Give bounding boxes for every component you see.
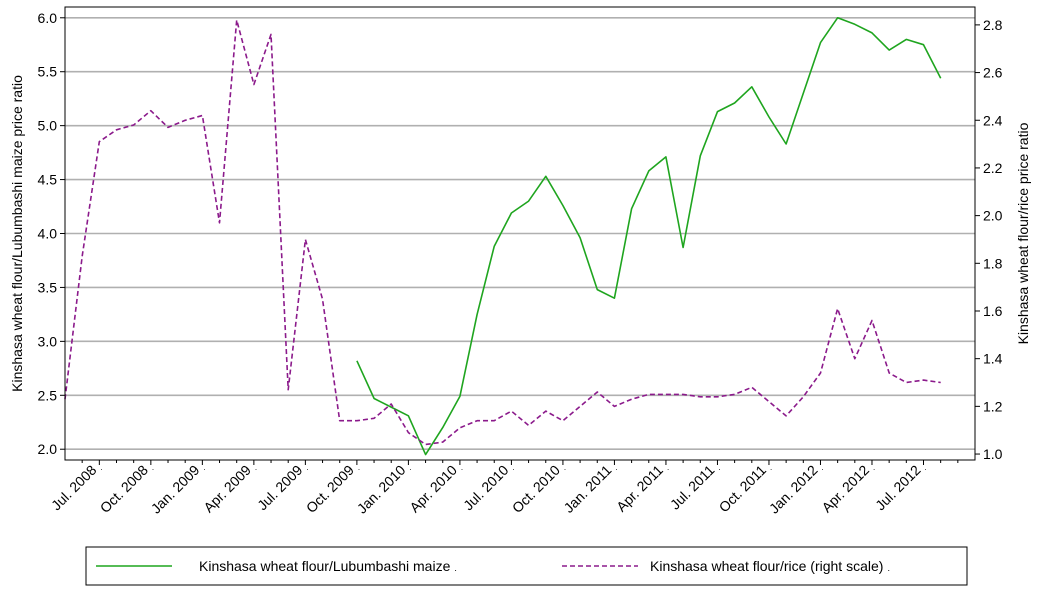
x-tick-label: Apr. 2011 <box>613 462 666 515</box>
y-tick-label-right: 2.6 <box>983 65 1003 81</box>
y-tick-label-left: 2.0 <box>38 441 58 457</box>
x-tick-label: Jul. 2010 <box>460 462 512 514</box>
legend-label-wheat-rice: Kinshasa wheat flour/rice (right scale) <box>650 558 883 574</box>
x-tick-label: Jul. 2012 <box>872 462 924 514</box>
y-tick-label-left: 5.5 <box>38 64 58 80</box>
y-tick-label-left: 4.5 <box>38 172 58 188</box>
x-tick-label: Jan. 2012 <box>766 462 821 517</box>
x-tick-label-dot: . <box>770 463 772 472</box>
legend: Kinshasa wheat flour/Lubumbashi maize . … <box>85 546 968 586</box>
legend-suffix-wheat-rice: . <box>887 563 890 573</box>
x-tick-label: Jul. 2011 <box>667 462 718 513</box>
x-tick-label-dot: . <box>100 463 102 472</box>
y-tick-label-right: 1.6 <box>983 303 1003 319</box>
x-tick-label: Apr. 2009 <box>200 462 254 516</box>
x-tick-label: Apr. 2012 <box>818 462 872 516</box>
x-tick-label-dot: . <box>615 463 617 472</box>
y-tick-label-right: 2.2 <box>983 160 1003 176</box>
y-tick-label-left: 4.0 <box>38 226 58 242</box>
x-tick-label-dot: . <box>152 463 154 472</box>
x-tick-label: Oct. 2009 <box>303 462 357 516</box>
x-tick-label-dot: . <box>203 463 205 472</box>
x-tick-label-dot: . <box>564 463 566 472</box>
y-tick-label-left: 3.5 <box>38 279 58 295</box>
x-tick-label-dot: . <box>255 463 257 472</box>
x-tick-label-dot: . <box>461 463 463 472</box>
x-tick-label: Jan. 2009 <box>148 462 203 517</box>
y-axis-label-right: Kinshasa wheat flour/rice price ratio <box>1015 122 1031 344</box>
x-tick-label: Jan. 2011 <box>560 462 614 516</box>
x-tick-label: Apr. 2010 <box>406 462 460 516</box>
gridlines <box>65 16 975 451</box>
y-tick-label-left: 2.5 <box>38 387 58 403</box>
axes: 2.0 2.5 3.0 3.5 4.0 4.5 5.0 5.5 6.0 1.0 1.2 1.4 1.6 1… <box>38 10 1003 517</box>
x-tick-label-dot: . <box>718 463 720 472</box>
y-tick-label-right: 2.0 <box>983 208 1003 224</box>
x-tick-label: Jul. 2009 <box>254 462 306 514</box>
y-tick-label-right: 2.8 <box>983 17 1003 33</box>
x-tick-label: Jan. 2010 <box>354 462 409 517</box>
series-lines <box>64 16 942 456</box>
series-line-wheat-rice <box>64 19 941 446</box>
y-axis-label-left: Kinshasa wheat flour/Lubumbashi maize pr… <box>9 75 25 392</box>
y-tick-label-right: 1.0 <box>983 446 1003 462</box>
legend-box <box>85 546 968 586</box>
y-tick-label-right: 2.4 <box>983 112 1003 128</box>
y-tick-label-left: 3.0 <box>38 333 58 349</box>
x-tick-label: Oct. 2011 <box>716 462 770 516</box>
y-tick-label-right: 1.2 <box>983 398 1003 414</box>
x-tick-label-dot: . <box>924 463 926 472</box>
x-tick-label: Oct. 2008 <box>97 462 151 516</box>
x-tick-label: Oct. 2010 <box>509 462 563 516</box>
x-tick-label-dot: . <box>821 463 823 472</box>
y-tick-label-right: 1.8 <box>983 255 1003 271</box>
x-tick-label-dot: . <box>512 463 514 472</box>
legend-suffix-wheat-maize: . <box>454 563 457 573</box>
legend-label-wheat-maize: Kinshasa wheat flour/Lubumbashi maize <box>199 558 451 574</box>
x-tick-label-dot: . <box>667 463 669 472</box>
x-tick-label-dot: . <box>409 463 411 472</box>
x-tick-label-dot: . <box>306 463 308 472</box>
y-tick-label-left: 6.0 <box>38 10 58 26</box>
x-tick-label: Jul. 2008 <box>48 462 100 514</box>
x-tick-label-dot: . <box>358 463 360 472</box>
x-tick-label-dot: . <box>873 463 875 472</box>
y-tick-label-right: 1.4 <box>983 351 1003 367</box>
series-line-wheat-maize <box>356 16 942 456</box>
y-tick-label-left: 5.0 <box>38 118 58 134</box>
